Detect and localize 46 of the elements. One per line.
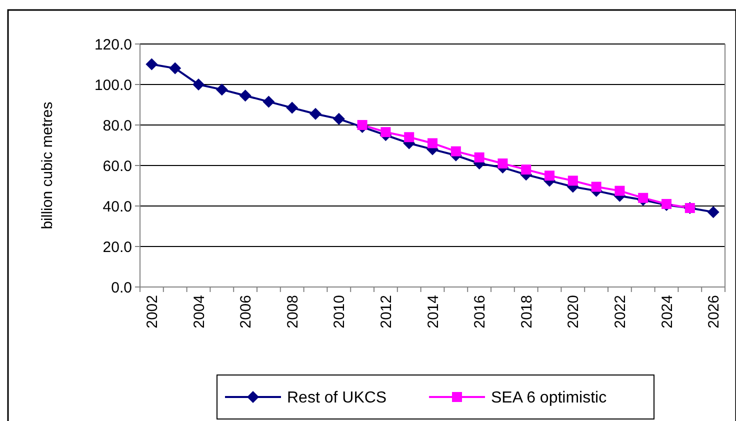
x-tick-label: 2010: [331, 295, 348, 328]
x-tick-label: 2020: [565, 295, 582, 328]
point: [404, 132, 414, 142]
x-tick-label: 2024: [658, 295, 676, 328]
point: [568, 176, 578, 186]
x-tick-label: 2018: [518, 295, 536, 328]
point: [428, 138, 438, 148]
x-tick-label: 2006: [238, 295, 255, 328]
point: [169, 62, 182, 74]
x-tick-label: 2022: [612, 295, 629, 328]
point: [450, 146, 461, 156]
x-tick-label: 2008: [284, 295, 302, 328]
point: [262, 96, 275, 108]
point: [474, 152, 484, 162]
point: [286, 102, 298, 114]
x-tick-label: 2012: [378, 295, 395, 328]
x-tick-label: 2004: [190, 295, 208, 328]
y-axis-title: billion cubic metres: [39, 102, 56, 230]
y-tick-label: 0.0: [111, 279, 132, 296]
point: [192, 78, 204, 90]
point: [614, 186, 625, 196]
point: [310, 108, 322, 120]
y-tick-label: 60.0: [102, 158, 132, 175]
point: [332, 112, 345, 125]
point: [357, 120, 368, 130]
x-tick-label: 2014: [424, 295, 442, 328]
legend-label: Rest of UKCS: [287, 390, 387, 407]
point: [146, 58, 158, 70]
y-tick-label: 120.0: [94, 36, 132, 54]
x-tick-label: 2026: [706, 295, 723, 328]
x-tick-label: 2016: [472, 295, 489, 328]
y-tick-label: 80.0: [102, 117, 132, 134]
point: [638, 192, 648, 203]
point: [216, 84, 228, 96]
y-tick-label: 20.0: [102, 238, 132, 256]
point: [591, 182, 602, 192]
point: [707, 206, 720, 218]
point: [544, 170, 554, 181]
y-tick-label: 40.0: [102, 198, 132, 216]
point: [239, 90, 252, 102]
x-tick-label: 2002: [144, 295, 161, 328]
point: [521, 164, 532, 175]
point: [498, 158, 508, 168]
legend-label: SEA 6 optimistic: [491, 390, 607, 407]
y-tick-label: 100.0: [94, 76, 132, 94]
point: [380, 127, 391, 138]
